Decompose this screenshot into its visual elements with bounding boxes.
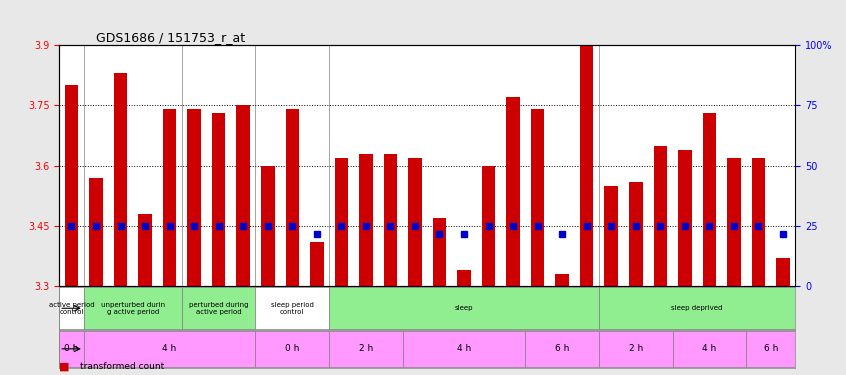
Bar [237,105,250,286]
Text: sleep deprived: sleep deprived [672,305,722,311]
Text: sleep: sleep [455,305,473,311]
Text: sleep period
control: sleep period control [271,302,314,315]
Text: 4 h: 4 h [162,344,177,353]
Bar [703,113,716,286]
FancyBboxPatch shape [403,331,525,367]
FancyBboxPatch shape [599,287,795,329]
Text: GDS1686 / 151753_r_at: GDS1686 / 151753_r_at [96,31,245,44]
Bar [556,274,569,286]
Text: 6 h: 6 h [764,344,777,353]
FancyBboxPatch shape [84,287,182,329]
Bar [605,186,618,286]
Bar [752,158,765,286]
Bar [777,258,789,286]
Text: transformed count: transformed count [80,362,165,371]
Text: 0 h: 0 h [285,344,299,353]
Text: 6 h: 6 h [555,344,569,353]
Text: perturbed during
active period: perturbed during active period [189,302,249,315]
FancyBboxPatch shape [59,287,84,329]
Bar [65,85,78,286]
Bar [728,158,740,286]
Text: unperturbed durin
g active period: unperturbed durin g active period [101,302,165,315]
FancyBboxPatch shape [673,331,746,367]
FancyBboxPatch shape [525,331,599,367]
Bar [629,182,642,286]
Bar [212,113,225,286]
FancyBboxPatch shape [182,287,255,329]
Text: 4 h: 4 h [702,344,717,353]
Bar [286,110,299,286]
Bar [409,158,421,286]
Bar [310,242,323,286]
FancyBboxPatch shape [255,331,329,367]
Bar [139,214,151,286]
Bar [261,166,274,286]
Text: 2 h: 2 h [629,344,643,353]
FancyBboxPatch shape [84,331,255,367]
Bar [654,146,667,286]
Text: 4 h: 4 h [457,344,471,353]
Bar [114,73,127,286]
FancyBboxPatch shape [599,331,673,367]
Bar [433,218,446,286]
Bar [163,110,176,286]
Bar [90,178,102,286]
Bar [531,110,544,286]
FancyBboxPatch shape [329,331,403,367]
Text: 0 h: 0 h [64,344,79,353]
Bar [678,150,691,286]
FancyBboxPatch shape [329,287,599,329]
FancyBboxPatch shape [255,287,329,329]
Bar [384,154,397,286]
Text: ■: ■ [59,361,69,371]
Bar [188,110,201,286]
Bar [360,154,372,286]
Bar [580,45,593,286]
Bar [335,158,348,286]
FancyBboxPatch shape [59,331,84,367]
FancyBboxPatch shape [746,331,795,367]
Bar [507,97,519,286]
Text: 2 h: 2 h [359,344,373,353]
Bar [482,166,495,286]
Text: active period
control: active period control [49,302,94,315]
Bar [458,270,470,286]
